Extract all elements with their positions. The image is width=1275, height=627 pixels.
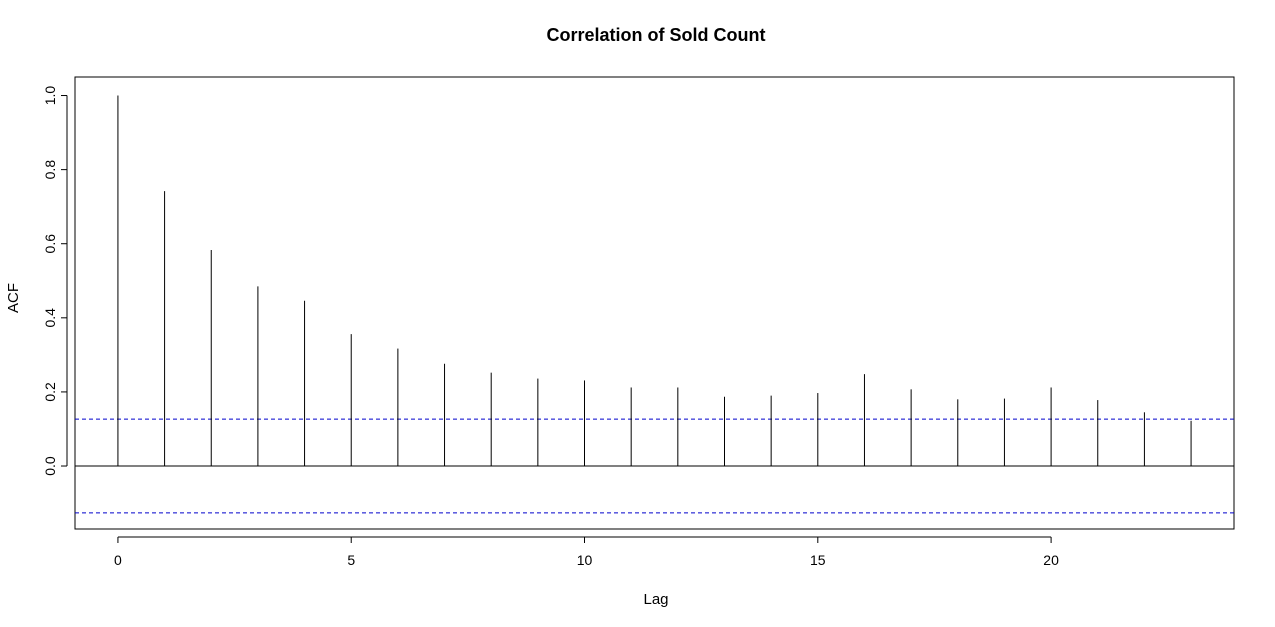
y-tick-label: 0.6 xyxy=(42,234,58,254)
x-tick-label: 20 xyxy=(1043,552,1059,568)
chart-title: Correlation of Sold Count xyxy=(547,25,766,45)
y-tick-label: 0.2 xyxy=(42,382,58,402)
x-axis-label: Lag xyxy=(643,591,668,608)
y-axis-label: ACF xyxy=(5,283,22,313)
y-tick-label: 0.4 xyxy=(42,308,58,328)
x-tick-label: 15 xyxy=(810,552,826,568)
y-tick-label: 0.0 xyxy=(42,456,58,476)
acf-bars xyxy=(117,95,1192,467)
y-tick-label: 1.0 xyxy=(42,86,58,106)
x-axis: 0 5 10 15 20 xyxy=(114,536,1059,568)
x-tick-label: 10 xyxy=(577,552,593,568)
plot-frame xyxy=(74,76,1235,530)
y-axis: 0.0 0.2 0.4 0.6 0.8 1.0 xyxy=(42,86,68,476)
x-tick-label: 0 xyxy=(114,552,122,568)
y-tick-label: 0.8 xyxy=(42,160,58,180)
x-tick-label: 5 xyxy=(347,552,355,568)
